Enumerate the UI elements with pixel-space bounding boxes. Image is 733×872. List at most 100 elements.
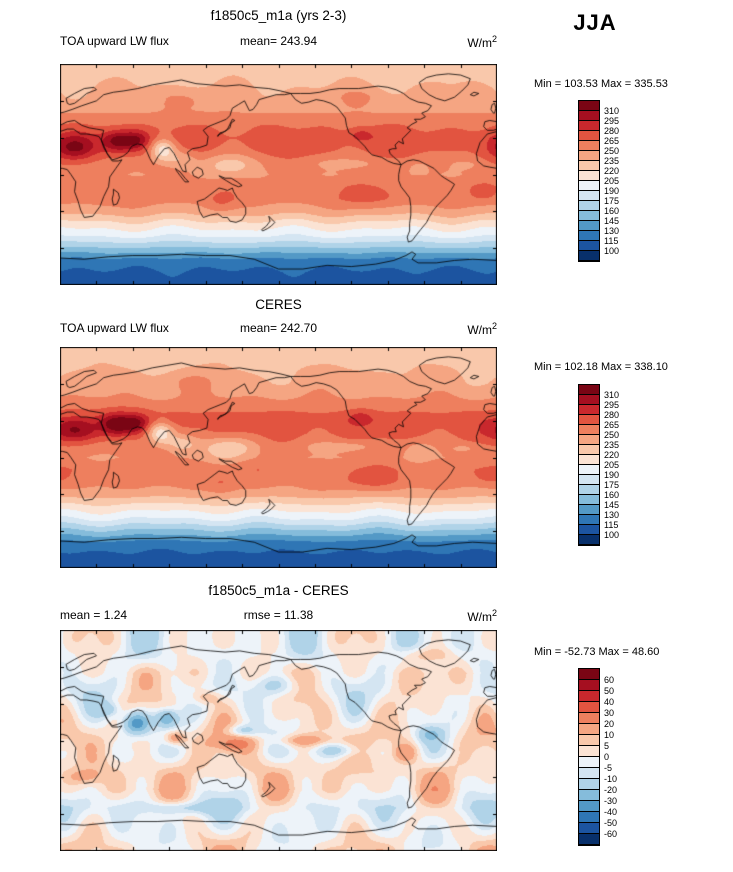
colorbar-tick-label: 130 (604, 510, 620, 520)
colorbar-tick-label: 115 (604, 520, 619, 530)
colorbar-box (579, 425, 599, 435)
colorbar-box (579, 505, 599, 515)
colorbar-box (579, 834, 599, 845)
panel-diff-units-label: W/m2 (60, 608, 497, 624)
colorbar-box (579, 823, 599, 834)
colorbar-box (579, 385, 599, 395)
colorbar-tick-label: 205 (604, 176, 620, 186)
colorbar-box (579, 691, 599, 702)
units-base: W/m (467, 610, 492, 624)
colorbar-tick-label: 280 (604, 126, 620, 136)
colorbar-box (579, 141, 599, 151)
colorbar-box (579, 445, 599, 455)
colorbar-box (579, 191, 599, 201)
colorbar-box (579, 455, 599, 465)
colorbar-tick-label: 160 (604, 490, 620, 500)
colorbar-tick-label: -60 (604, 829, 618, 839)
colorbar-tick-label: 295 (604, 116, 620, 126)
colorbar-obs: 310 295 280 265 250 235 220 205 190 175 160 145 130 1… (578, 384, 619, 546)
colorbar-box (579, 485, 599, 495)
colorbar-box (579, 669, 599, 680)
colorbar-box (579, 790, 599, 801)
colorbar-tick-label: 220 (604, 450, 620, 460)
map-canvas-model (60, 64, 497, 285)
colorbar-tick-label: 10 (604, 730, 615, 740)
colorbar-tick-label: 100 (604, 530, 620, 540)
map-canvas-diff (60, 630, 497, 851)
panel-diff-title: f1850c5_m1a - CERES (208, 583, 349, 598)
colorbar-box (579, 121, 599, 131)
panel-obs-mean-label: mean= 242.70 (239, 321, 318, 335)
colorbar-tick-label: 145 (604, 500, 620, 510)
colorbar-tick-label: 145 (604, 216, 620, 226)
colorbar-tick-label: 235 (604, 440, 620, 450)
colorbar-box (579, 757, 599, 768)
colorbar-tick-label: 250 (604, 146, 620, 156)
colorbar-tick-label: 310 (604, 390, 620, 400)
colorbar-box (579, 131, 599, 141)
colorbar-tick-label: 115 (604, 236, 619, 246)
map-canvas-obs (60, 347, 497, 568)
colorbar-tick-label: 40 (604, 697, 615, 707)
colorbar-tick-label: -5 (604, 763, 613, 773)
panel-diff-minmax-label: Min = -52.73 Max = 48.60 (534, 646, 660, 658)
colorbar-tick-label: 20 (604, 719, 615, 729)
colorbar-box (579, 241, 599, 251)
colorbar-tick-label: 175 (604, 480, 620, 490)
panel-diff-mean-label: mean = 1.24 (60, 608, 128, 622)
colorbar-box (579, 221, 599, 231)
colorbar-tick-label: 50 (604, 686, 615, 696)
colorbar-tick-label: 190 (604, 186, 620, 196)
colorbar-tick-label: 265 (604, 136, 620, 146)
colorbar-tick-label: 175 (604, 196, 620, 206)
colorbar-box (579, 735, 599, 746)
colorbar-box (579, 535, 599, 545)
colorbar-box (579, 101, 599, 111)
colorbar-box (579, 713, 599, 724)
panel-model-variable-label: TOA upward LW flux (60, 34, 169, 48)
colorbar-tick-label: 190 (604, 470, 620, 480)
colorbar-box (579, 415, 599, 425)
colorbar-tick-label: -20 (604, 785, 618, 795)
colorbar-box (579, 801, 599, 812)
colorbar-box (579, 171, 599, 181)
colorbar-tick-label: 130 (604, 226, 620, 236)
colorbar-tick-label: 0 (604, 752, 610, 762)
panel-diff-rmse-label: rmse = 11.38 (243, 608, 314, 622)
colorbar-tick-label: 5 (604, 741, 610, 751)
units-base: W/m (467, 323, 492, 337)
colorbar-diff: 60 50 40 30 20 10 5 0 -5 -10 -20 -30 -40 -50 -60 (578, 668, 617, 846)
colorbar-box (579, 680, 599, 691)
panel-obs-title: CERES (255, 297, 302, 312)
panel-model-units-label: W/m2 (60, 34, 497, 50)
colorbar-tick-label: 220 (604, 166, 620, 176)
colorbar-box (579, 812, 599, 823)
season-label: JJA (573, 10, 617, 35)
colorbar-box (579, 779, 599, 790)
colorbar-box (579, 724, 599, 735)
colorbar-tick-label: 30 (604, 708, 615, 718)
units-exponent: 2 (491, 608, 497, 618)
colorbar-tick-label: -30 (604, 796, 618, 806)
colorbar-box (579, 111, 599, 121)
panel-model-minmax-label: Min = 103.53 Max = 335.53 (534, 78, 668, 90)
colorbar-box (579, 161, 599, 171)
colorbar-box (579, 465, 599, 475)
colorbar-box (579, 251, 599, 261)
panel-obs-minmax-label: Min = 102.18 Max = 338.10 (534, 361, 668, 373)
colorbar-tick-label: 160 (604, 206, 620, 216)
colorbar-tick-label: 205 (604, 460, 620, 470)
panel-model-mean-label: mean= 243.94 (239, 34, 318, 48)
colorbar-tick-label: -50 (604, 818, 618, 828)
colorbar-model: 310 295 280 265 250 235 220 205 190 175 160 145 130 1… (578, 100, 619, 262)
colorbar-box (579, 435, 599, 445)
colorbar-box (579, 515, 599, 525)
colorbar-box (579, 405, 599, 415)
colorbar-box (579, 525, 599, 535)
colorbar-tick-label: 60 (604, 675, 615, 685)
colorbar-box (579, 151, 599, 161)
colorbar-tick-label: 250 (604, 430, 620, 440)
colorbar-box (579, 231, 599, 241)
colorbar-tick-label: 100 (604, 246, 620, 256)
